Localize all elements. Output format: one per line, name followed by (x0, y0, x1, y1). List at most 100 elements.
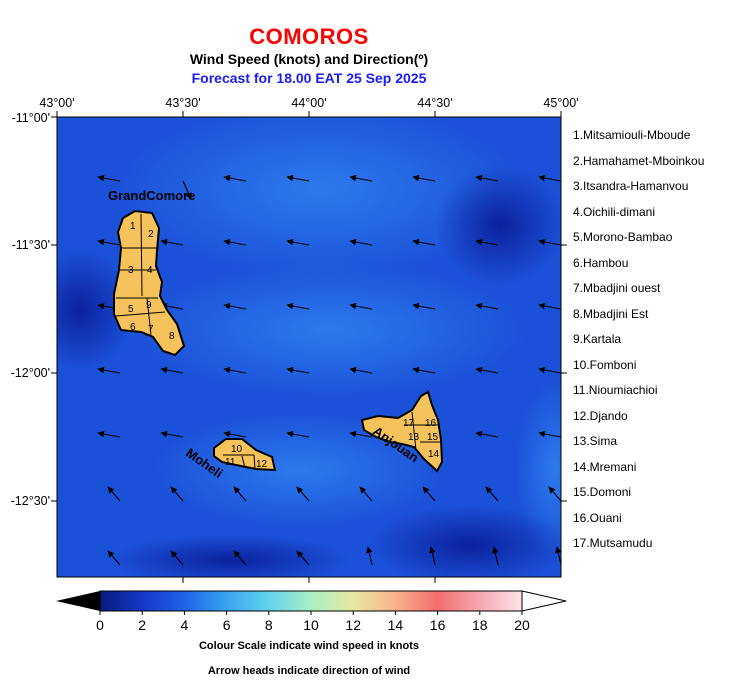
map-frame (56, 116, 562, 578)
district-label-1: 1 (130, 221, 136, 232)
lon-label-44-00: 44°00' (291, 96, 327, 110)
wind-arrow (97, 430, 121, 438)
wind-arrow (349, 238, 373, 246)
wind-arrow (97, 174, 121, 182)
district-label-11: 11 (225, 457, 236, 468)
colorbar-tick-label: 14 (388, 617, 404, 633)
colorbar-tick-label: 18 (472, 617, 488, 633)
wind-arrow (160, 238, 184, 246)
region-legend-item: 16.Ouani (573, 510, 622, 525)
region-legend-item: 13.Sima (573, 434, 618, 448)
wind-arrow (37, 108, 57, 117)
lat-label-11-00: -11°00' (11, 111, 50, 125)
region-legend-item: 14.Mremani (573, 459, 637, 474)
region-legend-item: 11.Nioumiachioi (573, 383, 658, 397)
wind-arrow (223, 174, 247, 182)
colorbar-tick-label: 8 (265, 617, 273, 633)
wind-arrow (286, 174, 310, 182)
wind-arrow (296, 486, 310, 502)
wind-arrow (97, 238, 121, 246)
wind-arrow (412, 238, 436, 246)
region-legend-item: 1.Mitsamiouli-Mboude (573, 128, 691, 142)
region-legend-item: 10.Fomboni (573, 357, 637, 372)
wind-arrow (233, 550, 247, 566)
colorbar-tick-label: 0 (96, 617, 104, 633)
wind-arrow (370, 117, 372, 118)
wind-arrow (349, 366, 373, 374)
wind-arrow (475, 174, 499, 182)
wind-arrow (433, 117, 435, 118)
wind-arrow (492, 546, 499, 566)
region-legend-item: 8.Mbadjini Est (573, 306, 649, 321)
wind-arrow (555, 546, 561, 566)
wind-arrow (107, 486, 121, 502)
lon-label-43-00: 43°00' (39, 96, 75, 110)
forecast-time: Forecast for 18.00 EAT 25 Sep 2025 (191, 70, 427, 86)
region-legend: 1.Mitsamiouli-Mboude 2.Hamahamet-Mboinkou… (573, 128, 704, 562)
wind-arrow (286, 238, 310, 246)
wind-arrow (538, 238, 561, 246)
wind-arrow (97, 366, 121, 374)
wind-arrow (57, 500, 58, 501)
wind-arrow (475, 366, 499, 374)
colorbar: 0 2 4 6 8 10 12 14 16 18 20 (56, 590, 567, 633)
lon-label-44-30: 44°30' (417, 96, 453, 110)
colorbar-tick-label: 12 (345, 617, 361, 633)
wind-arrow (286, 302, 310, 310)
wind-arrow (422, 486, 436, 502)
colorbar-tick-label: 10 (303, 617, 319, 633)
lat-label-11-30: -11°30' (11, 238, 50, 252)
wind-arrow (233, 486, 247, 502)
region-legend-item: 3.Itsandra-Hamanvou (573, 179, 689, 193)
wind-arrow (559, 117, 561, 118)
colorbar-tick-label: 4 (181, 617, 189, 633)
wind-arrow (223, 238, 247, 246)
district-label-13: 13 (408, 432, 420, 443)
district-label-12: 12 (256, 459, 268, 470)
wind-arrow (170, 486, 184, 502)
region-legend-item: 17.Mutsamudu (573, 536, 653, 550)
wind-arrow (223, 366, 247, 374)
wind-arrow (57, 180, 58, 181)
wind-arrow (475, 302, 499, 310)
wind-arrow (496, 117, 498, 118)
wind-arrow (307, 117, 309, 118)
wind-arrow (160, 430, 184, 438)
island-grande-comore: 1 2 3 4 5 9 6 7 8 (113, 209, 186, 357)
wind-arrow (429, 546, 436, 566)
wind-arrow (475, 238, 499, 246)
island-label-grande-comore: GrandComore (108, 188, 195, 203)
district-label-6: 6 (130, 322, 136, 333)
wind-arrow (57, 564, 58, 565)
wind-arrow (223, 302, 247, 310)
lon-label-45-00: 45°00' (543, 96, 579, 110)
wind-arrow (538, 366, 561, 374)
district-label-17: 17 (403, 418, 415, 429)
wind-arrow (286, 366, 310, 374)
colorbar-over-triangle (521, 590, 567, 612)
wind-arrow (349, 174, 373, 182)
district-label-2: 2 (148, 229, 154, 240)
wind-arrow (538, 174, 561, 182)
wind-arrow (223, 430, 247, 438)
map-subtitle: Wind Speed (knots) and Direction(º) (189, 51, 429, 67)
wind-arrow (57, 372, 58, 373)
tick-marks (51, 111, 567, 583)
wind-arrow (57, 436, 58, 437)
region-legend-item: 15.Domoni (573, 485, 632, 499)
wind-arrow (412, 366, 436, 374)
wind-arrow (548, 486, 561, 502)
wind-arrow (412, 302, 436, 310)
wind-arrow (182, 180, 192, 200)
wind-arrow (244, 117, 246, 118)
wind-arrow (349, 302, 373, 310)
arrow-caption: Arrow heads indicate direction of wind (207, 665, 411, 677)
region-legend-item: 2.Hamahamet-Mboinkou (573, 153, 705, 168)
wind-arrow (107, 550, 121, 566)
wind-arrow (538, 302, 561, 310)
wind-arrow (118, 117, 120, 118)
region-legend-item: 6.Hambou (573, 255, 629, 270)
wind-arrow (538, 430, 561, 438)
district-label-15: 15 (427, 432, 439, 443)
